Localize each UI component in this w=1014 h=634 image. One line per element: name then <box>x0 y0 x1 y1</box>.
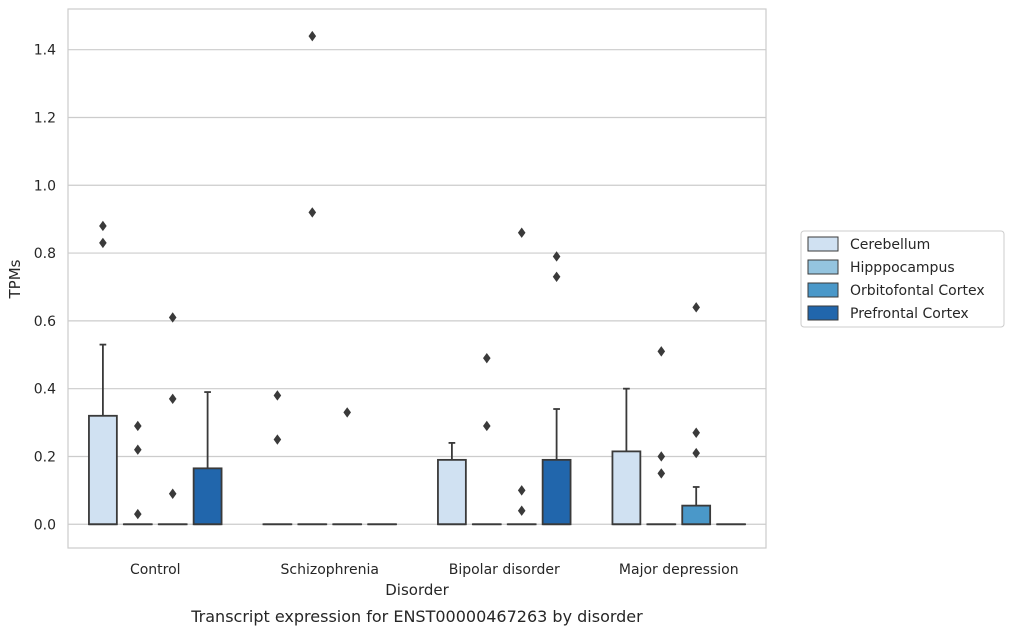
outlier-point <box>99 237 107 249</box>
box-group <box>611 387 642 526</box>
y-axis-ticks: 0.0 0.2 0.4 0.6 0.8 1.0 1.2 1.4 <box>34 43 56 534</box>
outlier-point <box>517 227 526 238</box>
box <box>88 414 118 526</box>
x-tick-label: Bipolar disorder <box>449 562 560 578</box>
outlier-point <box>134 420 142 432</box>
outlier-point <box>168 312 177 323</box>
outlier-point <box>692 427 700 438</box>
box <box>192 467 223 526</box>
outlier-point <box>99 220 107 232</box>
box-group <box>262 390 293 526</box>
outlier-point <box>134 508 142 520</box>
y-tick-label: 0.0 <box>34 517 56 533</box>
legend-label: Orbitofontal Cortex <box>850 283 985 299</box>
outlier-point <box>134 444 142 455</box>
legend-frame <box>800 230 1005 328</box>
legend-label: Prefrontal Cortex <box>850 306 969 322</box>
outlier-point <box>692 302 700 313</box>
box <box>611 450 642 526</box>
chart-caption: Transcript expression for ENST0000046726… <box>190 607 643 626</box>
box <box>541 458 572 526</box>
outlier-point <box>308 30 317 42</box>
outlier-point <box>483 352 491 364</box>
y-tick-label: 1.0 <box>34 178 56 194</box>
box-group <box>646 346 677 526</box>
y-axis-label: TPMs <box>6 259 24 299</box>
y-tick-label: 1.2 <box>34 110 56 126</box>
x-tick-label: Control <box>130 562 181 578</box>
y-tick-label: 0.6 <box>34 314 56 330</box>
outlier-point <box>168 488 177 499</box>
legend-swatch <box>807 282 839 298</box>
outlier-point <box>657 346 666 357</box>
box <box>437 458 467 526</box>
legend-swatch <box>807 236 839 252</box>
box-group <box>437 442 467 526</box>
legend-label: Cerebellum <box>850 237 930 253</box>
outlier-point <box>692 447 700 459</box>
outlier-point <box>168 393 177 405</box>
box-group <box>471 352 502 526</box>
x-axis-ticks: Control Schizophrenia Bipolar disorder Majo… <box>130 562 739 578</box>
legend-swatch <box>807 305 839 321</box>
box-group <box>88 220 118 526</box>
grid-lines <box>68 49 766 525</box>
x-tick-label: Schizophrenia <box>281 562 379 578</box>
outlier-point <box>517 485 526 496</box>
legend-label: Hipppocampus <box>850 260 955 276</box>
x-tick-label: Major depression <box>619 562 739 578</box>
outlier-point <box>657 451 666 462</box>
y-tick-label: 0.2 <box>34 449 56 465</box>
box-group <box>122 420 153 526</box>
outlier-point <box>273 434 282 445</box>
plot-frame <box>67 8 767 549</box>
outlier-point <box>308 207 317 218</box>
outlier-point <box>483 420 491 432</box>
y-tick-label: 0.8 <box>34 246 56 262</box>
box <box>681 504 712 526</box>
box-group <box>297 30 328 526</box>
box-marks <box>88 30 746 526</box>
legend-swatch <box>807 259 839 275</box>
y-tick-label: 0.4 <box>34 382 56 398</box>
outlier-point <box>657 468 666 479</box>
outlier-point <box>343 407 351 418</box>
box-group <box>541 251 572 526</box>
outlier-point <box>517 505 526 516</box>
outlier-point <box>273 390 282 401</box>
box-group <box>506 227 537 526</box>
box-group <box>332 407 363 526</box>
x-axis-label: Disorder <box>385 581 449 599</box>
box-group <box>192 391 223 526</box>
box-group <box>157 312 188 526</box>
outlier-point <box>552 251 561 262</box>
outlier-point <box>552 271 561 283</box>
box-group <box>681 302 712 526</box>
y-tick-label: 1.4 <box>34 43 56 59</box>
legend: Cerebellum Hipppocampus Orbitofontal Corte… <box>800 230 1005 328</box>
